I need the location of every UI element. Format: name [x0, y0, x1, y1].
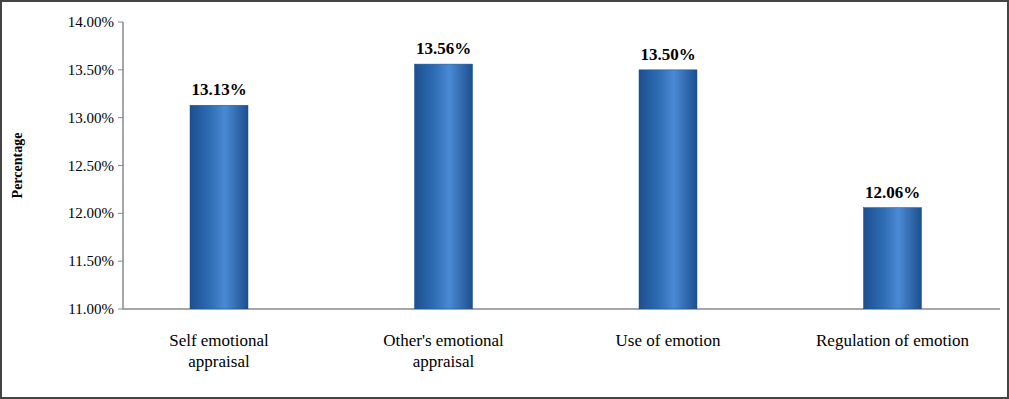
x-tick-label-line: appraisal [188, 352, 250, 371]
y-tick-label: 13.50% [68, 62, 114, 78]
data-label: 13.50% [640, 45, 695, 64]
frame [1, 1, 1008, 398]
x-tick-label-line: Regulation of emotion [816, 331, 969, 350]
x-tick-label-line: Other's emotional [383, 331, 504, 350]
x-tick-label-line: Self emotional [169, 331, 269, 350]
bars [190, 64, 922, 309]
bar [864, 208, 922, 309]
y-tick-label: 11.50% [68, 253, 114, 269]
y-axis [122, 22, 124, 309]
bar [415, 64, 473, 309]
data-label: 12.06% [865, 183, 920, 202]
x-tick-label-line: appraisal [413, 352, 475, 371]
y-axis-label: Percentage [10, 133, 25, 199]
y-tick-label: 12.50% [68, 158, 114, 174]
y-tick-label: 12.00% [68, 205, 114, 221]
x-tick-label-line: Use of emotion [616, 331, 721, 350]
chart: 11.00% 11.50% 12.00% 12.50% 13.00% 13.50% 14.0… [0, 0, 1009, 399]
y-tick-label: 13.00% [68, 110, 114, 126]
data-label: 13.56% [416, 39, 471, 58]
x-tick-label: Self emotional appraisal [169, 331, 269, 371]
x-tick-label: Use of emotion [616, 331, 721, 350]
x-tick-label: Other's emotional appraisal [383, 331, 504, 371]
y-tick-label: 11.00% [68, 301, 114, 317]
bar [190, 105, 248, 309]
x-tick-label: Regulation of emotion [816, 331, 969, 350]
y-tick-label: 14.00% [68, 14, 114, 30]
bar [639, 70, 697, 309]
data-label: 13.13% [191, 80, 246, 99]
